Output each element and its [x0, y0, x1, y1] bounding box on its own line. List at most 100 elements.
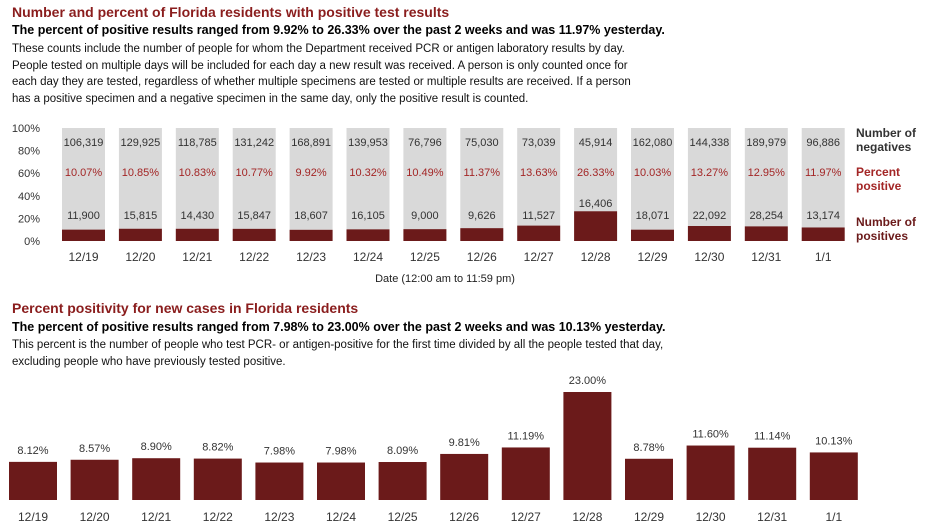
- positives-bar: [517, 225, 561, 241]
- description-line: has a positive specimen and a negative s…: [12, 92, 529, 105]
- positives-bar: [574, 211, 618, 241]
- legend-negatives-label: negatives: [856, 140, 912, 154]
- x-tick-label: 12/19: [18, 510, 48, 524]
- chart1-xlabel: Date (12:00 am to 11:59 pm): [375, 273, 515, 285]
- positivity-value-label: 7.98%: [325, 446, 356, 458]
- x-tick-label: 12/20: [80, 510, 110, 524]
- negatives-bar: [574, 128, 618, 212]
- positives-bar: [232, 228, 276, 241]
- chart1-description: These counts include the number of peopl…: [12, 41, 631, 107]
- positivity-bar: [686, 445, 735, 500]
- negatives-value-label: 106,319: [64, 137, 104, 149]
- x-tick-label: 12/23: [264, 510, 294, 524]
- positivity-bar: [193, 458, 242, 500]
- x-tick-label: 12/22: [239, 250, 269, 264]
- negatives-bar: [460, 128, 504, 229]
- x-tick-label: 12/20: [125, 250, 155, 264]
- negatives-value-label: 162,080: [633, 137, 673, 149]
- positives-bar: [175, 228, 219, 241]
- x-tick-label: 12/26: [467, 250, 497, 264]
- positives-bar: [403, 229, 447, 241]
- positivity-bar: [440, 453, 489, 500]
- x-tick-label: 12/31: [757, 510, 787, 524]
- negatives-bar: [744, 128, 788, 227]
- x-tick-label: 12/26: [449, 510, 479, 524]
- x-tick-label: 12/21: [182, 250, 212, 264]
- positives-value-label: 22,092: [693, 210, 727, 222]
- positivity-bar: [748, 447, 797, 500]
- positives-value-label: 13,174: [806, 210, 840, 222]
- positivity-value-label: 9.81%: [449, 437, 480, 449]
- percent-value-label: 10.07%: [65, 167, 103, 179]
- positivity-value-label: 8.78%: [633, 442, 664, 454]
- y-tick-label: 60%: [18, 168, 40, 180]
- negatives-bar: [517, 128, 561, 226]
- x-tick-label: 12/23: [296, 250, 326, 264]
- negatives-bar: [801, 128, 845, 228]
- positivity-value-label: 23.00%: [569, 375, 607, 387]
- negatives-value-label: 75,030: [465, 137, 499, 149]
- x-tick-label: 12/22: [203, 510, 233, 524]
- positives-value-label: 16,105: [351, 210, 385, 222]
- positivity-bar: [501, 447, 550, 500]
- positives-value-label: 9,626: [468, 210, 496, 222]
- percent-value-label: 10.03%: [634, 167, 672, 179]
- negatives-bar: [403, 128, 447, 230]
- positives-value-label: 18,607: [294, 210, 328, 222]
- x-tick-label: 1/1: [815, 250, 832, 264]
- negatives-bar: [232, 128, 276, 229]
- negatives-bar: [687, 128, 731, 227]
- positivity-value-label: 8.09%: [387, 445, 418, 457]
- y-tick-label: 20%: [18, 213, 40, 225]
- y-tick-label: 40%: [18, 191, 40, 203]
- x-tick-label: 12/28: [581, 250, 611, 264]
- positivity-bar: [255, 462, 304, 500]
- negatives-bar: [346, 128, 390, 230]
- percent-value-label: 12.95%: [748, 167, 786, 179]
- chart2-subtitle: The percent of positive results ranged f…: [12, 320, 666, 334]
- positives-bar: [801, 227, 845, 241]
- stacked-positivity-chart: 100% 80% 60% 40% 20% 0% 106,319 10.07% 11,900 12…: [12, 123, 917, 285]
- positivity-value-label: 7.98%: [264, 446, 295, 458]
- chart2-title: Percent positivity for new cases in Flor…: [12, 300, 359, 316]
- positivity-bar: [70, 459, 119, 500]
- legend-positives-label: Number of: [856, 215, 917, 229]
- positives-value-label: 11,900: [67, 210, 100, 222]
- chart1-legend: Number of negatives Percent positive Numbe…: [856, 126, 917, 243]
- percent-value-label: 10.49%: [406, 167, 444, 179]
- x-tick-label: 12/24: [353, 250, 383, 264]
- legend-negatives-label: Number of: [856, 126, 917, 140]
- positives-value-label: 9,000: [411, 210, 439, 222]
- x-tick-label: 12/28: [572, 510, 602, 524]
- positivity-bar: [9, 461, 57, 500]
- positives-value-label: 18,071: [636, 210, 670, 222]
- description-line: People tested on multiple days will be i…: [12, 59, 628, 72]
- negatives-value-label: 45,914: [579, 137, 613, 149]
- percent-value-label: 10.85%: [122, 167, 160, 179]
- negatives-bar: [62, 128, 105, 230]
- x-tick-label: 12/29: [637, 250, 667, 264]
- positivity-value-label: 11.14%: [754, 431, 791, 443]
- y-tick-label: 0%: [24, 236, 40, 248]
- positivity-bar: [809, 452, 858, 500]
- positives-value-label: 15,815: [124, 210, 158, 222]
- positivity-value-label: 10.13%: [815, 435, 853, 447]
- x-tick-label: 12/27: [524, 250, 554, 264]
- description-line: each day they are tested, regardless of …: [12, 76, 631, 88]
- description-line: excluding people who have previously tes…: [12, 355, 286, 368]
- negatives-bar: [175, 128, 219, 229]
- positivity-value-label: 8.12%: [17, 445, 48, 457]
- negatives-value-label: 129,925: [121, 137, 161, 149]
- positives-bar: [631, 229, 674, 241]
- positivity-value-label: 11.19%: [508, 430, 545, 442]
- description-line: This percent is the number of people who…: [12, 339, 664, 351]
- positives-bar: [289, 229, 333, 241]
- positivity-value-label: 8.57%: [79, 443, 110, 455]
- negatives-value-label: 168,891: [291, 137, 331, 149]
- y-tick-label: 80%: [18, 146, 40, 158]
- percent-value-label: 13.27%: [691, 167, 729, 179]
- x-tick-label: 12/30: [694, 250, 724, 264]
